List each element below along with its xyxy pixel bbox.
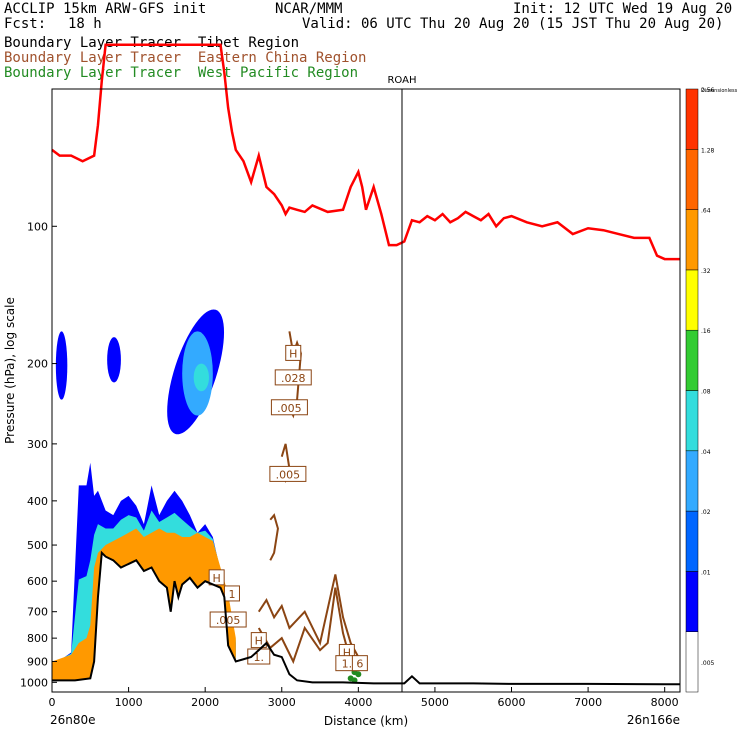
terrain-line [52, 550, 680, 686]
colorbar-label: .08 [701, 389, 711, 396]
contour-label-box-7 [250, 632, 267, 649]
contour-label-1: .028 [281, 372, 306, 385]
header-init: Init: 12 UTC Wed 19 Aug 20 [513, 1, 733, 17]
colorbar-swatch [685, 390, 699, 452]
x-axis-label: Distance (km) [324, 714, 408, 728]
contour-label-box-1 [274, 369, 312, 386]
terrain-mask [52, 552, 680, 692]
end-point-label: 26n166e [627, 713, 680, 727]
contour-label-9: H [343, 646, 351, 659]
eastern-china-contour-2 [269, 513, 279, 561]
header-model: ACCLIP 15km ARW-GFS init [4, 1, 207, 17]
colorbar-label: .64 [701, 208, 711, 215]
colorbar-label: 2.56 [701, 87, 715, 94]
y-tick-label: 600 [27, 575, 48, 588]
eastern-china-contour-3 [257, 574, 360, 658]
y-tick-label: 1000 [20, 676, 48, 689]
colorbar-swatch [685, 329, 699, 391]
y-tick-label: 400 [27, 495, 48, 508]
colorbar-label: 1.28 [701, 147, 715, 154]
colorbar-swatch [685, 88, 699, 150]
legend-tibet: Boundary Layer Tracer Tibet Region [4, 35, 300, 51]
x-tick-label: 6000 [498, 696, 526, 709]
contour-label-box-0 [285, 344, 302, 361]
contour-label-box-5 [223, 585, 240, 602]
colorbar-swatch [685, 571, 699, 632]
contour-label-box-11 [351, 655, 368, 672]
header-org: NCAR/MMM [275, 1, 343, 17]
tropopause-line [51, 43, 680, 261]
x-tick-label: 1000 [115, 696, 143, 709]
chart-lines [51, 43, 680, 692]
contour-label-10: 1. [342, 658, 353, 671]
x-tick-label: 7000 [574, 696, 602, 709]
x-tick-label: 0 [49, 696, 56, 709]
header-fcst-label: Fcst: [4, 16, 47, 32]
x-tick-label: 5000 [421, 696, 449, 709]
x-tick-label: 2000 [191, 696, 219, 709]
west-pacific-mark-3 [355, 671, 362, 678]
contour-label-4: H [213, 572, 221, 585]
colorbar-label: .005 [701, 660, 715, 667]
legend-eastern-china: Boundary Layer Tracer Eastern China Regi… [4, 50, 367, 66]
contour-label-box-3 [269, 465, 307, 482]
tracer-blob-4 [193, 363, 209, 392]
eastern-china-contour-4 [257, 587, 352, 665]
y-tick-label: 100 [27, 220, 48, 233]
y-tick-label: 200 [27, 358, 48, 371]
contour-label-6: .005 [216, 614, 241, 627]
plot-frame [51, 88, 681, 693]
contour-label-8: 1. [254, 651, 265, 664]
colorbar-label: .04 [701, 449, 711, 456]
y-tick-label: 700 [27, 606, 48, 619]
colorbar-top-label: Dimensionless [701, 88, 738, 94]
header-fcst-value: 18 h [68, 16, 102, 32]
tracer-shading [52, 309, 680, 692]
contour-label-box-6 [209, 611, 247, 628]
legend-west-pacific: Boundary Layer Tracer West Pacific Regio… [4, 65, 359, 81]
colorbar-swatch [685, 631, 699, 693]
start-point-label: 26n80e [50, 713, 96, 727]
y-tick-label: 300 [27, 438, 48, 451]
y-tick-label: 500 [27, 539, 48, 552]
colorbar-swatch [685, 269, 699, 331]
colorbar-label: .32 [701, 268, 711, 275]
contour-label-box-2 [270, 399, 308, 416]
tracer-blob-1 [107, 337, 121, 383]
colorbar-label: .16 [701, 328, 711, 335]
contour-label-11: 6 [356, 658, 363, 671]
header-valid: Valid: 06 UTC Thu 20 Aug 20 (15 JST Thu … [302, 16, 724, 32]
colorbar: .005 .01 .02 .04 .08 .16 .32 .64 1.28 2.56Dimensi… [685, 87, 738, 693]
colorbar-swatch [685, 450, 699, 512]
x-tick-label: 3000 [268, 696, 296, 709]
contour-label-0: H [289, 347, 297, 360]
axes: 0 1000 2000 3000 4000 5000 6000 7000 80001002003… [20, 220, 679, 709]
colorbar-swatch [685, 510, 699, 572]
colorbar-swatch [685, 209, 699, 271]
colorbar-label: .01 [701, 569, 711, 576]
contour-label-2: .005 [277, 402, 302, 415]
contour-label-box-4 [208, 569, 225, 586]
x-tick-label: 4000 [344, 696, 372, 709]
tracer-blob-0 [55, 331, 68, 400]
roah-label: ROAH [387, 75, 416, 86]
contour-label-7: H [255, 635, 263, 648]
y-axis-label: Pressure (hPa), log scale [3, 297, 17, 444]
contour-label-5: 1 [228, 588, 235, 601]
colorbar-swatch [685, 149, 699, 210]
y-tick-label: 900 [27, 655, 48, 668]
contour-label-3: .005 [276, 468, 301, 481]
x-tick-label: 8000 [651, 696, 679, 709]
y-tick-label: 800 [27, 632, 48, 645]
colorbar-label: .02 [701, 509, 711, 516]
